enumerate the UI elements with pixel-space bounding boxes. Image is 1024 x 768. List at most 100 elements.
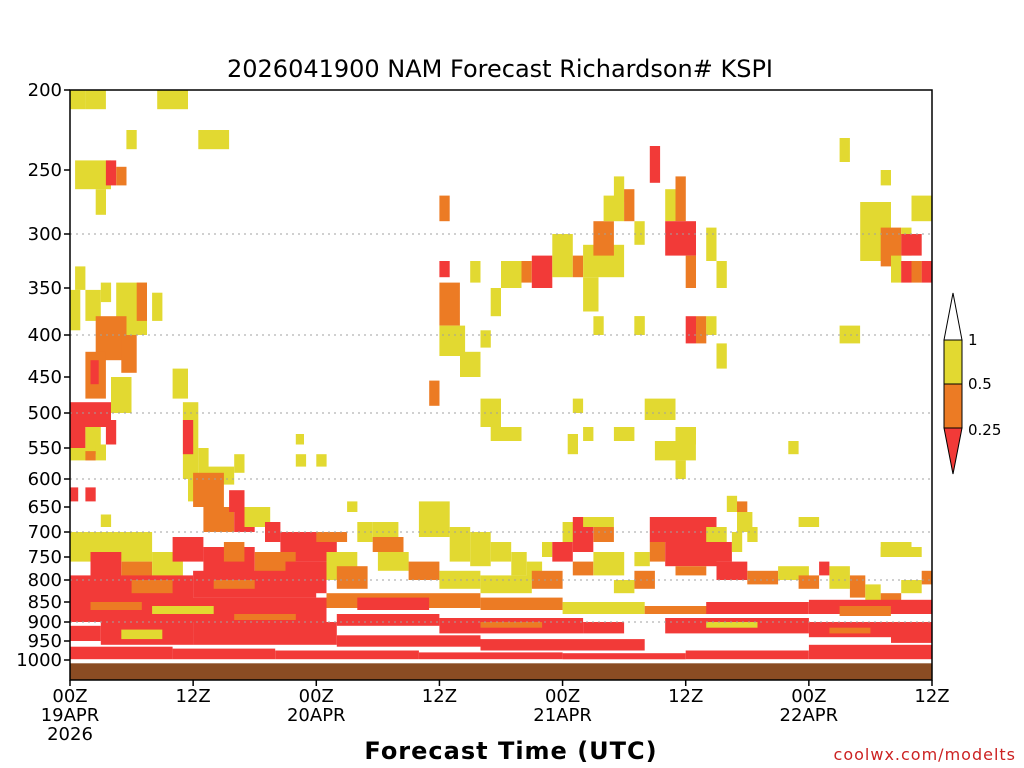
ri-cell-yellow [552,234,573,278]
legend-level-label: 0.25 [968,421,1001,439]
ri-cell-red [562,653,686,660]
y-tick-label: 200 [28,80,62,101]
ri-cell-orange [593,221,614,256]
ri-cell-yellow [572,398,584,413]
legend-swatch-yellow [943,339,963,385]
y-tick-label: 300 [28,224,62,245]
ri-cell-yellow [152,292,163,321]
credit-link[interactable]: coolwx.com/modelts [834,745,1016,764]
x-tick-label: 12Z [176,686,211,707]
ri-cell-orange [234,614,296,620]
plot-frame [69,89,933,681]
ri-cell-yellow [70,289,81,331]
ri-cell-yellow [829,566,850,589]
ri-cell-orange [316,532,348,542]
ri-cell-yellow [706,316,717,335]
ri-cell-orange [911,261,922,283]
x-tick-label: 12Z [914,686,949,707]
ri-cell-yellow [583,517,614,527]
legend-swatch-top [943,292,963,341]
ri-cell-red [901,234,922,256]
legend-level-label: 0.5 [968,375,992,393]
ri-cell-red [182,420,194,455]
ri-cell-red [90,552,122,580]
ri-cell-red [716,561,748,580]
ri-cell-yellow [152,606,214,614]
ri-cell-orange [480,597,563,610]
ri-cell-yellow [634,221,645,245]
ri-cell-yellow [198,448,209,479]
ri-cell-yellow [542,542,553,557]
ri-cell-red [265,522,281,542]
ri-cell-orange [921,570,932,585]
x-tick-date: 20APR [287,705,346,726]
ri-cell-yellow [295,434,304,445]
y-tick-label: 500 [28,403,62,424]
y-tick-label: 650 [28,497,62,518]
ri-cell-yellow [880,170,891,186]
ri-cell-yellow [316,454,327,467]
ri-cell-yellow [439,570,481,589]
ri-cell-red [531,255,553,288]
ri-cell-yellow [583,277,599,312]
ri-cell-red [70,625,101,641]
ri-cell-orange [849,575,866,598]
ri-cell-yellow [85,90,106,110]
ri-cell-yellow [675,427,696,445]
ri-cell-red [716,542,732,562]
ri-cell-orange [439,195,450,222]
ri-cell-yellow [839,325,861,344]
ri-cell-yellow [490,542,512,562]
ri-cell-yellow [593,552,625,576]
ri-cell-red [552,542,573,562]
ri-cell-yellow [706,527,727,542]
y-tick-label: 450 [28,367,62,388]
ri-cell-yellow [449,527,471,562]
x-tick-date: 22APR [780,705,839,726]
ri-cell-orange [203,507,235,532]
ri-cell-yellow [480,330,491,348]
ri-cell-red [275,650,419,660]
x-tick-label: 00Z [299,686,334,707]
ground-fill [70,663,932,680]
x-tick-date: 21APR [533,705,592,726]
ri-cell-yellow [111,377,132,413]
ri-cell-orange [480,622,543,628]
x-axis-label: Forecast Time (UTC) [364,737,657,765]
ri-cell-yellow [95,444,106,461]
y-tick-label: 1000 [16,650,62,671]
ri-cell-yellow [121,629,163,640]
ri-cell-orange [531,570,563,589]
ri-cell-orange [747,570,779,585]
ri-cell-red [665,542,717,567]
ri-cell-yellow [665,189,676,222]
ri-cell-red [70,646,173,660]
ri-cell-red [336,614,440,626]
ri-cell-orange [572,561,594,576]
ri-cell-orange [121,335,137,373]
y-tick-label: 750 [28,547,62,568]
x-tick-label: 00Z [52,686,87,707]
ri-cell-orange [429,380,440,406]
ri-cell-yellow [460,351,481,377]
ri-cell-orange [213,580,255,589]
ri-cell-red [685,316,696,344]
ri-cell-red [70,487,79,502]
ri-cell-orange [675,176,686,222]
ri-cell-red [891,633,932,643]
ri-cell-orange [85,451,96,461]
ri-cell-yellow [126,130,137,150]
ri-cell-yellow [706,622,758,628]
ri-cell-yellow [891,255,902,283]
ri-cell-red [706,602,809,614]
ri-cell-yellow [726,495,738,512]
ri-cell-orange [372,537,404,552]
ri-cell-yellow [654,441,696,461]
ri-cell-yellow [439,325,466,356]
ri-cell-yellow [490,288,501,317]
chart-title: 2026041900 NAM Forecast Richardson# KSPI [227,55,773,83]
ri-cell-red [901,261,912,283]
ri-cell-yellow [511,552,527,576]
ri-cell-yellow [244,507,271,527]
ri-cell-yellow [613,580,635,594]
